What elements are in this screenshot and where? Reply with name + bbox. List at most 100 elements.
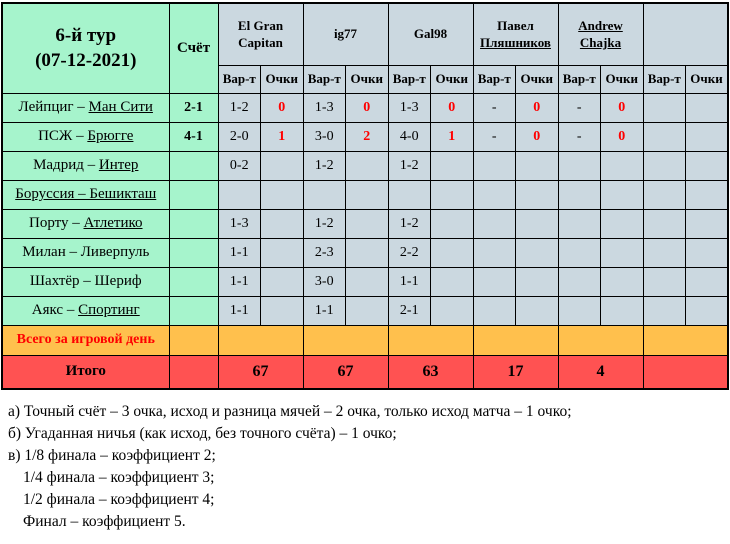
prediction-cell bbox=[642, 237, 686, 268]
player-link[interactable]: Andrew bbox=[578, 17, 623, 33]
match-team-link[interactable]: Боруссия – Бешикташ bbox=[15, 186, 157, 202]
points-cell bbox=[345, 150, 389, 181]
day-total-cell bbox=[557, 324, 644, 356]
player-header-gal98: Gal98 bbox=[387, 2, 474, 66]
points-cell: 0 bbox=[345, 92, 389, 123]
prediction-cell: 1-1 bbox=[217, 237, 261, 268]
prediction-cell: 1-2 bbox=[302, 150, 346, 181]
match-name-cell: Лейпциг – Ман Сити bbox=[1, 92, 170, 123]
points-cell bbox=[345, 266, 389, 297]
match-name-text: Лейпциг – bbox=[18, 99, 89, 115]
points-cell bbox=[430, 295, 474, 326]
match-row: Порту – Атлетико 1-3 1-2 1-2 bbox=[1, 208, 729, 239]
match-score-cell: 4-1 bbox=[168, 121, 219, 152]
prediction-cell: 2-3 bbox=[302, 237, 346, 268]
player-link[interactable]: Пляшников bbox=[480, 35, 551, 51]
player-total: 63 bbox=[387, 354, 474, 390]
prediction-cell: 1-2 bbox=[387, 150, 431, 181]
player-header-empty bbox=[642, 2, 729, 66]
points-cell bbox=[600, 266, 644, 297]
points-cell bbox=[515, 266, 559, 297]
prediction-cell bbox=[642, 266, 686, 297]
prediction-cell: 1-3 bbox=[217, 208, 261, 239]
points-cell bbox=[345, 295, 389, 326]
match-name-cell: Боруссия – Бешикташ bbox=[1, 179, 170, 210]
match-row: Мадрид – Интер 0-2 1-2 1-2 bbox=[1, 150, 729, 181]
points-cell bbox=[685, 237, 729, 268]
points-header: Очки bbox=[430, 64, 474, 94]
match-name-text: Порту – bbox=[28, 215, 84, 231]
points-cell bbox=[260, 208, 304, 239]
match-team-link[interactable]: Ман Сити bbox=[88, 99, 153, 115]
prediction-cell: 1-2 bbox=[302, 208, 346, 239]
round-title-line1: 6-й тур bbox=[55, 24, 117, 46]
points-cell: 0 bbox=[260, 92, 304, 123]
note-line-final: Финал – коэффициент 5. bbox=[23, 513, 186, 531]
prediction-cell bbox=[642, 121, 686, 152]
prediction-cell bbox=[302, 179, 346, 210]
prediction-cell bbox=[642, 295, 686, 326]
match-row: Лейпциг – Ман Сити 2-1 1-2 0 1-3 0 1-3 0… bbox=[1, 92, 729, 123]
prediction-cell bbox=[557, 237, 601, 268]
points-cell bbox=[515, 179, 559, 210]
prediction-cell: 0-2 bbox=[217, 150, 261, 181]
round-title-line2: (07-12-2021) bbox=[35, 50, 137, 72]
match-team-link[interactable]: Интер bbox=[98, 157, 139, 173]
prediction-cell: 4-0 bbox=[387, 121, 431, 152]
player-header-plyashnikov: Павел Пляшников bbox=[472, 2, 559, 66]
points-cell bbox=[430, 179, 474, 210]
prediction-cell bbox=[642, 208, 686, 239]
scoring-notes: а) Точный счёт – 3 очка, исход и разница… bbox=[8, 403, 730, 530]
points-cell: 0 bbox=[600, 121, 644, 152]
match-row: Милан – Ливерпуль 1-1 2-3 2-2 bbox=[1, 237, 729, 268]
prediction-cell bbox=[642, 179, 686, 210]
match-name-text: Шахтёр – Шериф bbox=[29, 273, 142, 289]
points-cell bbox=[345, 208, 389, 239]
match-score-cell bbox=[168, 208, 219, 239]
prediction-cell: 1-3 bbox=[387, 92, 431, 123]
day-total-row: Всего за игровой день bbox=[1, 324, 729, 356]
day-total-cell bbox=[472, 324, 559, 356]
prediction-cell: - bbox=[557, 92, 601, 123]
variant-header: Вар-т bbox=[302, 64, 346, 94]
prediction-cell bbox=[557, 208, 601, 239]
prediction-cell bbox=[472, 295, 516, 326]
match-team-link[interactable]: Атлетико bbox=[83, 215, 143, 231]
match-team-link[interactable]: Брюгге bbox=[87, 128, 134, 144]
points-cell bbox=[685, 295, 729, 326]
match-name-cell: Шахтёр – Шериф bbox=[1, 266, 170, 297]
points-cell: 1 bbox=[430, 121, 474, 152]
points-cell bbox=[515, 295, 559, 326]
grand-total-row: Итого 67 67 63 17 4 bbox=[1, 354, 729, 390]
player-total: 17 bbox=[472, 354, 559, 390]
player-total: 4 bbox=[557, 354, 644, 390]
prediction-cell: 2-0 bbox=[217, 121, 261, 152]
match-row: Шахтёр – Шериф 1-1 3-0 1-1 bbox=[1, 266, 729, 297]
points-cell bbox=[600, 179, 644, 210]
prediction-cell: 1-1 bbox=[217, 295, 261, 326]
points-cell bbox=[685, 92, 729, 123]
day-total-cell bbox=[302, 324, 389, 356]
day-total-score-cell bbox=[168, 324, 219, 356]
grand-total-score-cell bbox=[168, 354, 219, 390]
points-cell bbox=[345, 179, 389, 210]
points-header: Очки bbox=[685, 64, 729, 94]
points-cell bbox=[260, 295, 304, 326]
variant-header: Вар-т bbox=[217, 64, 261, 94]
match-team-link[interactable]: Спортинг bbox=[78, 302, 140, 318]
points-cell bbox=[260, 237, 304, 268]
player-total: 67 bbox=[302, 354, 389, 390]
player-link[interactable]: Chajka bbox=[579, 35, 622, 51]
note-line-semi: 1/2 финала – коэффициент 4; bbox=[23, 491, 215, 509]
points-header: Очки bbox=[345, 64, 389, 94]
prediction-cell: 1-2 bbox=[217, 92, 261, 123]
points-header: Очки bbox=[600, 64, 644, 94]
points-cell bbox=[430, 208, 474, 239]
points-cell bbox=[685, 266, 729, 297]
day-total-cell bbox=[642, 324, 729, 356]
points-cell bbox=[260, 266, 304, 297]
points-cell: 0 bbox=[515, 121, 559, 152]
match-row: Аякс – Спортинг 1-1 1-1 2-1 bbox=[1, 295, 729, 326]
prediction-cell: 3-0 bbox=[302, 121, 346, 152]
prediction-cell: 3-0 bbox=[302, 266, 346, 297]
